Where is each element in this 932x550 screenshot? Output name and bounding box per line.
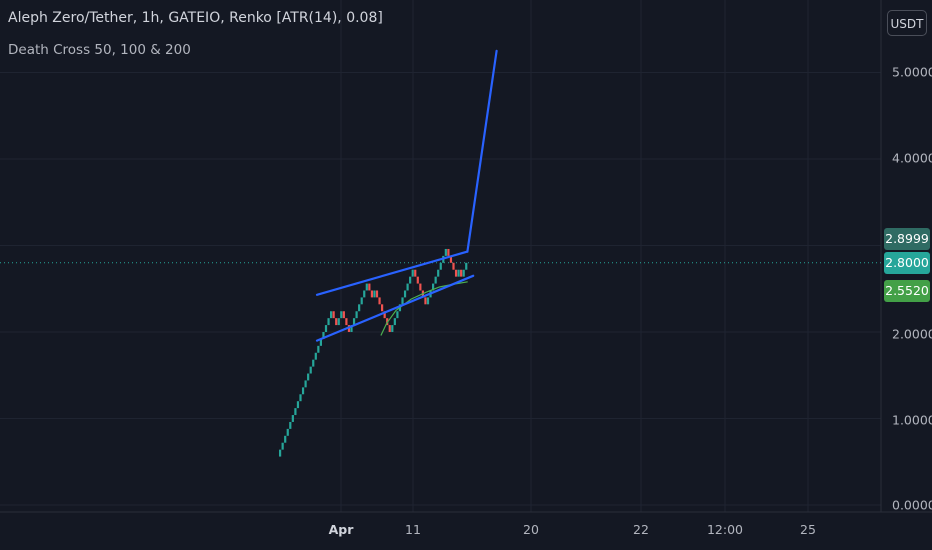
- renko-brick-up: [434, 276, 437, 284]
- renko-brick-down: [335, 318, 338, 326]
- renko-brick-up: [411, 269, 414, 277]
- renko-brick-up: [314, 352, 317, 360]
- renko-brick-up: [457, 269, 460, 277]
- x-tick-label: 22: [633, 522, 649, 537]
- renko-brick-down: [424, 297, 427, 305]
- renko-brick-down: [368, 283, 371, 291]
- renko-brick-up: [465, 262, 468, 270]
- renko-brick-up: [317, 345, 320, 353]
- y-tick-label: 0.0000: [892, 497, 932, 513]
- renko-brick-up: [330, 311, 333, 319]
- renko-brick-up: [437, 269, 440, 277]
- renko-brick-down: [381, 304, 384, 312]
- chart-title: Aleph Zero/Tether, 1h, GATEIO, Renko [AT…: [8, 10, 383, 26]
- renko-brick-up: [299, 394, 302, 402]
- renko-brick-up: [439, 262, 442, 270]
- renko-brick-up: [327, 318, 330, 326]
- renko-brick-up: [296, 401, 300, 409]
- renko-brick-up: [373, 290, 376, 298]
- renko-brick-down: [375, 290, 379, 298]
- renko-brick-down: [419, 283, 422, 291]
- renko-brick-down: [454, 269, 458, 277]
- renko-brick-up: [393, 318, 396, 326]
- renko-brick-up: [286, 428, 289, 436]
- renko-brick-up: [289, 421, 292, 429]
- renko-brick-up: [365, 283, 368, 291]
- renko-brick-up: [401, 297, 404, 305]
- renko-brick-up: [406, 283, 409, 291]
- trend-drawings: [315, 49, 498, 342]
- renko-brick-up: [426, 297, 430, 305]
- renko-brick-up: [281, 442, 284, 450]
- currency-button[interactable]: USDT: [887, 10, 927, 36]
- renko-brick-up: [337, 318, 340, 326]
- renko-brick-up: [462, 269, 465, 277]
- renko-brick-up: [403, 290, 407, 298]
- renko-brick-up: [360, 297, 363, 305]
- renko-brick-down: [345, 318, 348, 326]
- renko-brick-up: [307, 373, 310, 381]
- renko-brick-down: [416, 276, 419, 284]
- y-tick-label: 2.0000: [892, 326, 932, 342]
- renko-brick-down: [370, 290, 373, 298]
- renko-brick-down: [414, 269, 417, 277]
- channel-lower-line: [315, 274, 475, 342]
- price-tag-high: 2.8999: [884, 228, 930, 250]
- renko-brick-down: [388, 325, 391, 332]
- renko-brick-down: [447, 248, 450, 256]
- renko-brick-down: [383, 311, 386, 319]
- x-tick-label: 12:00: [706, 522, 744, 537]
- renko-brick-up: [279, 449, 282, 457]
- renko-brick-up: [322, 332, 325, 339]
- renko-brick-up: [355, 311, 358, 319]
- renko-brick-up: [294, 408, 297, 416]
- y-tick-label: 4.0000: [892, 150, 932, 166]
- renko-brick-up: [301, 387, 305, 395]
- renko-brick-up: [350, 325, 353, 332]
- x-tick-label: 20: [523, 522, 539, 537]
- renko-brick-up: [432, 283, 435, 291]
- renko-brick-down: [460, 269, 463, 277]
- channel-upper-line: [315, 250, 469, 296]
- renko-brick-down: [342, 311, 345, 319]
- renko-brick-down: [449, 255, 453, 263]
- y-tick-label: 5.0000: [892, 64, 932, 80]
- renko-brick-down: [332, 311, 335, 319]
- renko-brick-up: [340, 311, 343, 319]
- renko-brick-up: [396, 311, 399, 319]
- renko-brick-up: [309, 366, 312, 374]
- renko-brick-up: [391, 325, 394, 332]
- renko-brick-down: [347, 325, 351, 332]
- x-tick-label: 25: [800, 522, 816, 537]
- renko-brick-up: [358, 304, 361, 312]
- renko-brick-up: [444, 248, 447, 256]
- renko-brick-down: [378, 297, 381, 305]
- x-tick-label: 11: [405, 522, 421, 537]
- renko-brick-up: [319, 338, 322, 346]
- projection-line: [466, 49, 498, 253]
- indicator-label[interactable]: Death Cross 50, 100 & 200: [8, 42, 191, 58]
- renko-brick-down: [452, 262, 455, 270]
- renko-brick-up: [352, 318, 356, 326]
- renko-brick-up: [312, 359, 315, 367]
- renko-brick-up: [291, 415, 294, 422]
- renko-brick-up: [324, 325, 328, 332]
- renko-bricks: [279, 248, 468, 457]
- price-tag-last: 2.8000: [884, 252, 930, 274]
- x-tick-label: Apr: [328, 522, 354, 537]
- chart-grid: [0, 0, 881, 512]
- renko-brick-up: [409, 276, 412, 284]
- renko-brick-up: [363, 290, 366, 298]
- renko-brick-up: [304, 380, 307, 388]
- renko-brick-up: [284, 435, 287, 443]
- price-tag-ma: 2.5520: [884, 280, 930, 302]
- y-tick-label: 1.0000: [892, 412, 932, 428]
